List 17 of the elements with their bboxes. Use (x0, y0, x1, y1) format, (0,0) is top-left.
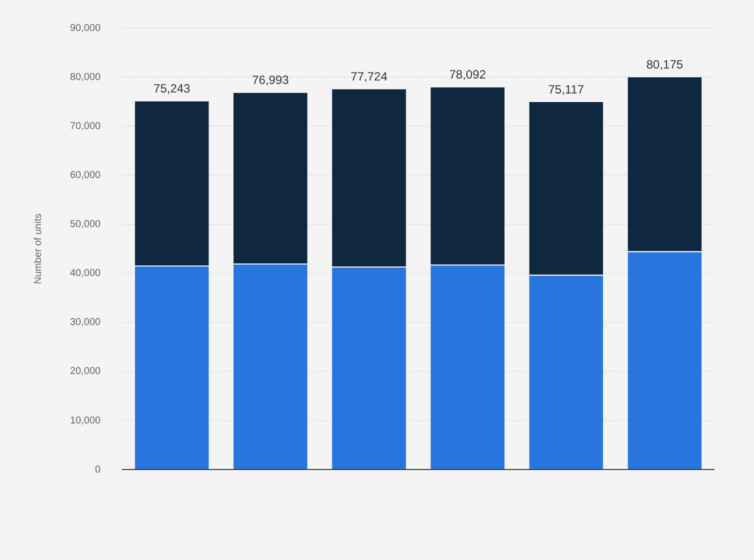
y-tick-label: 20,000 (70, 366, 102, 378)
total-label: 77,724 (350, 70, 388, 84)
y-tick-label: 0 (95, 464, 102, 476)
y-axis-title: Number of units (32, 214, 44, 284)
y-tick-label: 80,000 (70, 72, 102, 83)
y-tick-label: 50,000 (70, 219, 102, 230)
total-label: 76,993 (252, 73, 290, 88)
total-label: 75,243 (154, 82, 191, 96)
y-tick-label: 70,000 (70, 120, 102, 132)
total-label: 78,092 (449, 68, 486, 82)
y-tick-label: 30,000 (70, 317, 102, 328)
y-tick-label: 60,000 (70, 170, 102, 181)
y-tick-label: 40,000 (70, 268, 102, 280)
total-label: 80,175 (646, 58, 684, 72)
y-tick-label: 90,000 (70, 22, 102, 34)
total-label: 75,117 (548, 82, 584, 96)
y-tick-label: 10,000 (70, 415, 102, 426)
